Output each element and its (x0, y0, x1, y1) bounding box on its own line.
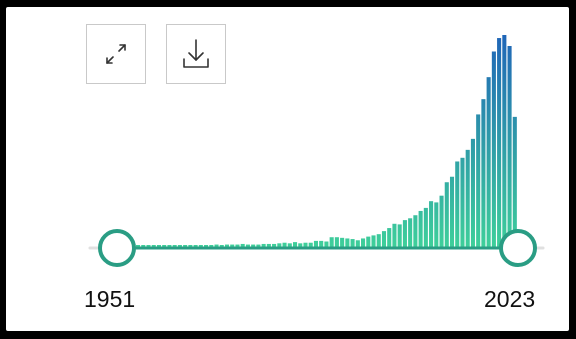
histogram-bar-2023 (512, 116, 517, 248)
histogram-bar-1972 (245, 244, 250, 247)
histogram-bars (136, 35, 517, 248)
histogram-bar-2000 (392, 223, 397, 247)
download-icon (181, 37, 211, 71)
histogram-bar-1981 (292, 242, 298, 247)
histogram-bar-2016 (476, 114, 481, 247)
histogram-bar-1968 (224, 244, 230, 247)
histogram-bar-1979 (282, 242, 287, 247)
histogram-range-widget: 1951 2023 (6, 7, 569, 331)
histogram-chart (88, 35, 545, 267)
histogram-bar-2010 (444, 182, 449, 247)
histogram-bar-1969 (230, 244, 235, 247)
histogram-bar-1975 (261, 243, 266, 247)
histogram-bar-1974 (256, 244, 261, 247)
histogram-bar-1987 (324, 241, 329, 247)
histogram-bar-1996 (371, 235, 376, 247)
histogram-bar-2009 (439, 195, 444, 247)
histogram-bar-1955 (156, 245, 162, 247)
histogram-bar-1999 (387, 228, 392, 247)
histogram-bar-1985 (313, 240, 318, 247)
histogram-bar-1951 (136, 245, 141, 247)
histogram-bar-2003 (408, 218, 413, 247)
range-start-label: 1951 (84, 286, 136, 312)
histogram-bar-1980 (287, 243, 292, 247)
histogram-bar-2001 (397, 224, 402, 247)
histogram-bar-1964 (204, 245, 209, 247)
histogram-bar-2006 (423, 207, 428, 247)
histogram-bar-1965 (209, 245, 214, 247)
histogram-bar-1989 (334, 237, 339, 247)
histogram-bar-1959 (177, 245, 182, 247)
histogram-bar-2020 (497, 38, 502, 247)
histogram-bar-1973 (251, 244, 256, 247)
histogram-bar-2007 (429, 201, 434, 247)
histogram-bar-1963 (198, 245, 203, 247)
histogram-bar-1970 (235, 244, 240, 247)
histogram-bar-2004 (413, 215, 418, 247)
histogram-bar-2008 (434, 202, 439, 247)
histogram-bar-1990 (340, 237, 345, 247)
histogram-bar-1994 (361, 238, 366, 247)
histogram-bar-1998 (381, 231, 387, 247)
histogram-bar-1971 (240, 243, 245, 247)
histogram-bar-1954 (151, 245, 156, 247)
histogram-bar-2002 (402, 220, 407, 247)
range-end-label: 2023 (484, 286, 536, 312)
histogram-bar-2017 (481, 99, 486, 248)
slider-handle-start[interactable] (98, 229, 136, 267)
download-button[interactable] (166, 24, 226, 84)
histogram-bar-2013 (460, 157, 465, 247)
histogram-bar-1967 (219, 245, 224, 247)
histogram-bar-1953 (146, 245, 151, 247)
histogram-bar-2022 (507, 46, 512, 247)
histogram-bar-2012 (455, 161, 460, 247)
histogram-bar-1976 (266, 243, 271, 247)
histogram-bar-2015 (470, 138, 475, 247)
histogram-bar-1984 (308, 242, 313, 247)
expand-arrows-icon (102, 40, 130, 68)
histogram-bar-2011 (449, 176, 455, 247)
histogram-bar-1960 (183, 245, 188, 247)
histogram-bar-1988 (329, 237, 334, 247)
histogram-bar-1957 (167, 245, 172, 247)
histogram-bar-2014 (465, 149, 470, 247)
histogram-bar-1956 (162, 245, 167, 247)
histogram-bar-1986 (319, 240, 324, 247)
histogram-bar-1961 (188, 245, 193, 247)
histogram-bar-1958 (172, 245, 177, 247)
histogram-bar-1983 (303, 242, 308, 247)
slider-handle-end[interactable] (499, 229, 537, 267)
histogram-bar-1982 (298, 243, 303, 247)
expand-button[interactable] (86, 24, 146, 84)
histogram-bar-1992 (350, 239, 355, 247)
histogram-bar-1978 (277, 243, 282, 247)
histogram-bar-1993 (355, 240, 360, 247)
histogram-bar-1991 (345, 238, 350, 247)
histogram-bar-1995 (366, 236, 371, 247)
histogram-bar-1966 (214, 244, 219, 247)
histogram-bar-1997 (376, 234, 381, 247)
histogram-bar-1977 (272, 243, 277, 247)
histogram-bar-2018 (486, 77, 491, 247)
histogram-bar-1962 (193, 245, 198, 247)
histogram-bar-2021 (502, 35, 507, 247)
histogram-bar-1952 (141, 245, 146, 247)
histogram-bar-2019 (491, 51, 496, 247)
histogram-bar-2005 (418, 210, 423, 247)
